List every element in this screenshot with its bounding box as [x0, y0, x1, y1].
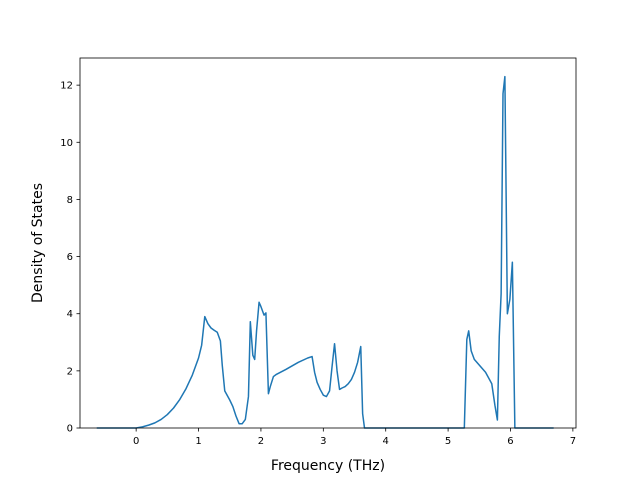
y-tick-label: 8 [67, 195, 73, 206]
x-axis-title: Frequency (THz) [271, 458, 385, 474]
y-tick-label: 10 [60, 138, 73, 149]
y-tick-label: 12 [60, 81, 73, 92]
plot-area [96, 75, 554, 429]
y-axis: 0 2 4 6 8 10 12 [60, 81, 80, 435]
y-axis-title: Density of States [30, 183, 46, 303]
x-tick-label: 6 [507, 436, 513, 447]
x-tick-label: 3 [320, 436, 326, 447]
y-tick-label: 6 [67, 252, 73, 263]
x-tick-label: 2 [258, 436, 264, 447]
x-tick-label: 4 [383, 436, 389, 447]
y-tick-label: 0 [67, 424, 73, 435]
y-tick-label: 4 [67, 309, 73, 320]
x-tick-label: 1 [195, 436, 201, 447]
dos-series-line [96, 75, 554, 429]
x-tick-label: 0 [133, 436, 139, 447]
axes-frame [79, 57, 577, 429]
x-tick-label: 5 [445, 436, 451, 447]
y-tick-label: 2 [67, 366, 73, 377]
x-tick-label: 7 [570, 436, 576, 447]
x-axis: 0 1 2 3 4 5 6 7 [133, 428, 576, 447]
